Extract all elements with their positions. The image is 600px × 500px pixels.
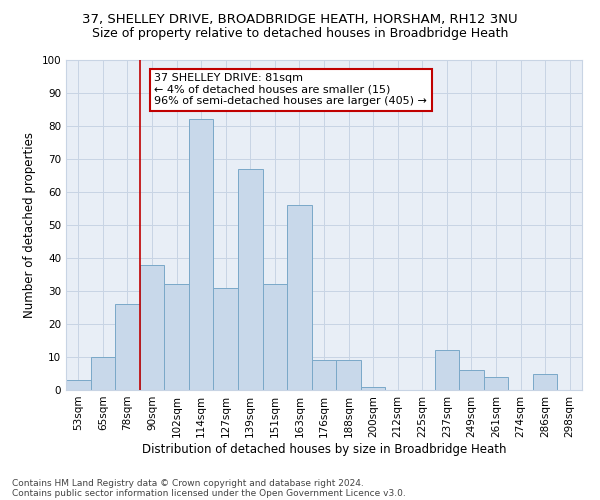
Text: Contains HM Land Registry data © Crown copyright and database right 2024.: Contains HM Land Registry data © Crown c… — [12, 478, 364, 488]
Bar — [214, 288, 238, 390]
Bar — [287, 205, 312, 390]
Bar — [238, 169, 263, 390]
Bar — [91, 357, 115, 390]
Bar — [312, 360, 336, 390]
Text: 37 SHELLEY DRIVE: 81sqm
← 4% of detached houses are smaller (15)
96% of semi-det: 37 SHELLEY DRIVE: 81sqm ← 4% of detached… — [154, 73, 427, 106]
Bar — [361, 386, 385, 390]
Text: Size of property relative to detached houses in Broadbridge Heath: Size of property relative to detached ho… — [92, 28, 508, 40]
Bar — [484, 377, 508, 390]
Bar — [434, 350, 459, 390]
Bar — [189, 120, 214, 390]
Bar — [66, 380, 91, 390]
Bar — [140, 264, 164, 390]
Text: Contains public sector information licensed under the Open Government Licence v3: Contains public sector information licen… — [12, 488, 406, 498]
X-axis label: Distribution of detached houses by size in Broadbridge Heath: Distribution of detached houses by size … — [142, 442, 506, 456]
Bar — [533, 374, 557, 390]
Bar — [459, 370, 484, 390]
Bar — [115, 304, 140, 390]
Y-axis label: Number of detached properties: Number of detached properties — [23, 132, 36, 318]
Bar — [263, 284, 287, 390]
Bar — [164, 284, 189, 390]
Bar — [336, 360, 361, 390]
Text: 37, SHELLEY DRIVE, BROADBRIDGE HEATH, HORSHAM, RH12 3NU: 37, SHELLEY DRIVE, BROADBRIDGE HEATH, HO… — [82, 12, 518, 26]
